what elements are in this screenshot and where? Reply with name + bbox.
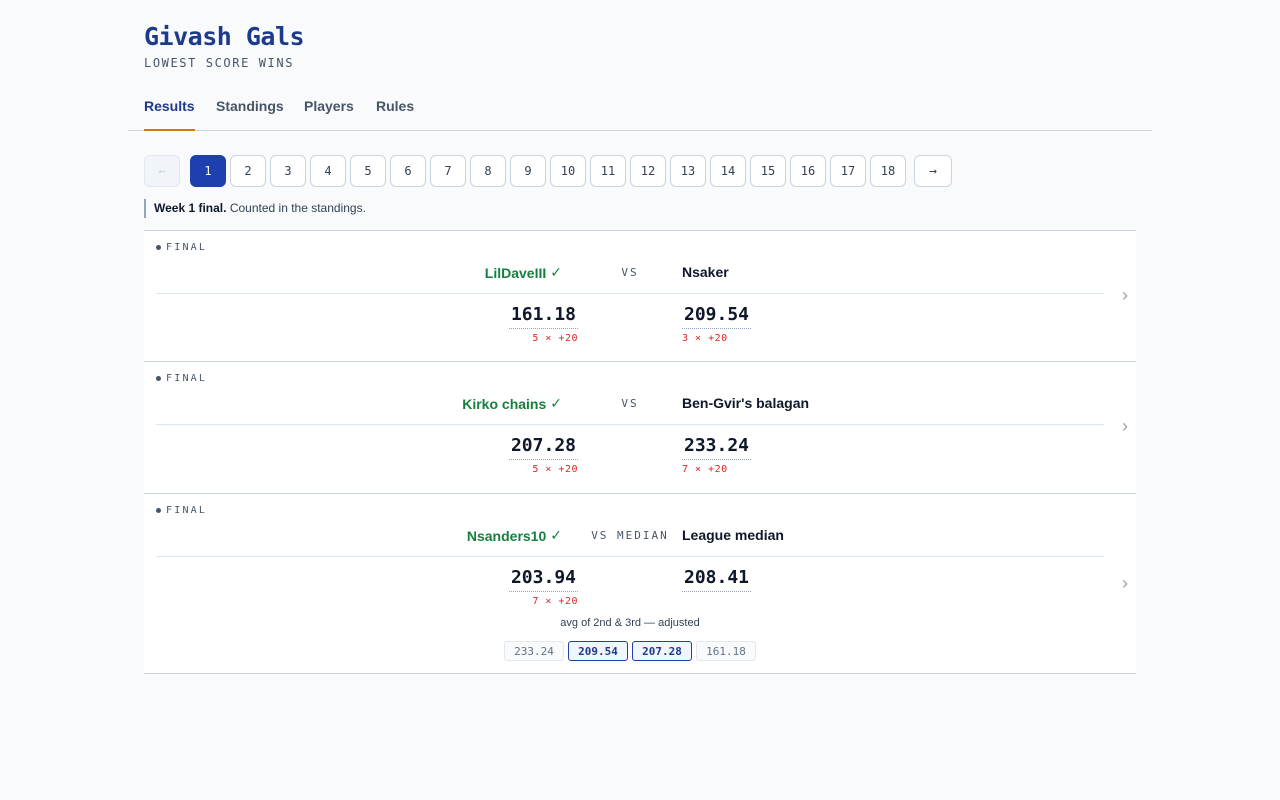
- match-status-label: FINAL: [166, 242, 207, 253]
- check-icon: ✓: [550, 264, 562, 281]
- week-button-16[interactable]: 16: [790, 155, 826, 187]
- away-team-name: Nsaker: [682, 264, 729, 280]
- median-score-block: 208.41: [682, 567, 751, 592]
- home-penalty: 5 × +20: [509, 333, 578, 344]
- card-divider: [156, 424, 1104, 425]
- home-score: 207.28: [509, 435, 578, 460]
- median-name: League median: [682, 527, 784, 543]
- vs-median-label: VS MEDIAN: [590, 529, 670, 542]
- week-button-4[interactable]: 4: [310, 155, 346, 187]
- home-team: Kirko chains ✓: [462, 395, 562, 412]
- card-divider: [156, 293, 1104, 294]
- week-button-3[interactable]: 3: [270, 155, 306, 187]
- home-team-name: Kirko chains: [462, 396, 546, 412]
- week-button-15[interactable]: 15: [750, 155, 786, 187]
- card-divider: [156, 556, 1104, 557]
- week-button-2[interactable]: 2: [230, 155, 266, 187]
- check-icon: ✓: [550, 527, 562, 544]
- match-card[interactable]: FINAL LilDaveIII ✓ VS Nsaker 161.18 5 × …: [144, 230, 1136, 362]
- home-score-block: 207.28 5 × +20: [509, 435, 578, 475]
- away-team-name: Ben-Gvir's balagan: [682, 395, 809, 411]
- away-score-block: 209.54 3 × +20: [682, 304, 751, 344]
- median-source-chip-used: 207.28: [632, 641, 692, 661]
- median-source-chip: 161.18: [696, 641, 756, 661]
- home-team: LilDaveIII ✓: [485, 264, 562, 281]
- week-button-5[interactable]: 5: [350, 155, 386, 187]
- away-penalty: 7 × +20: [682, 464, 751, 475]
- week-button-12[interactable]: 12: [630, 155, 666, 187]
- away-penalty: 3 × +20: [682, 333, 751, 344]
- league-tagline: LOWEST SCORE WINS: [144, 56, 294, 70]
- match-status-label: FINAL: [166, 373, 207, 384]
- chevron-right-icon[interactable]: ›: [1122, 416, 1128, 437]
- home-penalty: 7 × +20: [509, 596, 578, 607]
- week-button-7[interactable]: 7: [430, 155, 466, 187]
- match-status: FINAL: [156, 505, 207, 516]
- status-dot-icon: [156, 376, 161, 381]
- home-score: 203.94: [509, 567, 578, 592]
- away-score: 209.54: [682, 304, 751, 329]
- week-button-14[interactable]: 14: [710, 155, 746, 187]
- median-source-chip-used: 209.54: [568, 641, 628, 661]
- home-team: Nsanders10 ✓: [467, 527, 562, 544]
- week-status-notice: Week 1 final. Counted in the standings.: [144, 199, 366, 218]
- prev-week-button[interactable]: ←: [144, 155, 180, 187]
- home-team-name: Nsanders10: [467, 528, 546, 544]
- main-tabs: Results Standings Players Rules: [128, 88, 1152, 131]
- median-score: 208.41: [682, 567, 751, 592]
- tab-players[interactable]: Players: [304, 98, 354, 130]
- week-button-8[interactable]: 8: [470, 155, 506, 187]
- home-team-name: LilDaveIII: [485, 265, 546, 281]
- week-button-11[interactable]: 11: [590, 155, 626, 187]
- tab-results[interactable]: Results: [144, 98, 195, 130]
- match-status: FINAL: [156, 242, 207, 253]
- vs-label: VS: [590, 397, 670, 410]
- status-dot-icon: [156, 508, 161, 513]
- week-button-6[interactable]: 6: [390, 155, 426, 187]
- week-button-17[interactable]: 17: [830, 155, 866, 187]
- week-button-10[interactable]: 10: [550, 155, 586, 187]
- notice-title: Week 1 final.: [154, 201, 226, 215]
- notice-text: Counted in the standings.: [230, 201, 366, 215]
- week-button-1[interactable]: 1: [190, 155, 226, 187]
- match-status: FINAL: [156, 373, 207, 384]
- next-week-button[interactable]: →: [914, 155, 952, 187]
- tab-rules[interactable]: Rules: [376, 98, 414, 130]
- tab-standings[interactable]: Standings: [216, 98, 284, 130]
- median-source-chip: 233.24: [504, 641, 564, 661]
- league-title: Givash Gals: [144, 22, 304, 51]
- home-score-block: 203.94 7 × +20: [509, 567, 578, 607]
- match-status-label: FINAL: [166, 505, 207, 516]
- vs-label: VS: [590, 266, 670, 279]
- home-score-block: 161.18 5 × +20: [509, 304, 578, 344]
- away-score-block: 233.24 7 × +20: [682, 435, 751, 475]
- chevron-right-icon[interactable]: ›: [1122, 573, 1128, 594]
- check-icon: ✓: [550, 395, 562, 412]
- home-score: 161.18: [509, 304, 578, 329]
- home-penalty: 5 × +20: [509, 464, 578, 475]
- week-button-13[interactable]: 13: [670, 155, 706, 187]
- status-dot-icon: [156, 245, 161, 250]
- median-explanation: avg of 2nd & 3rd — adjusted: [530, 617, 730, 629]
- chevron-right-icon[interactable]: ›: [1122, 285, 1128, 306]
- week-button-9[interactable]: 9: [510, 155, 546, 187]
- away-score: 233.24: [682, 435, 751, 460]
- match-card[interactable]: FINAL Nsanders10 ✓ VS MEDIAN League medi…: [144, 493, 1136, 674]
- match-card[interactable]: FINAL Kirko chains ✓ VS Ben-Gvir's balag…: [144, 361, 1136, 494]
- week-button-18[interactable]: 18: [870, 155, 906, 187]
